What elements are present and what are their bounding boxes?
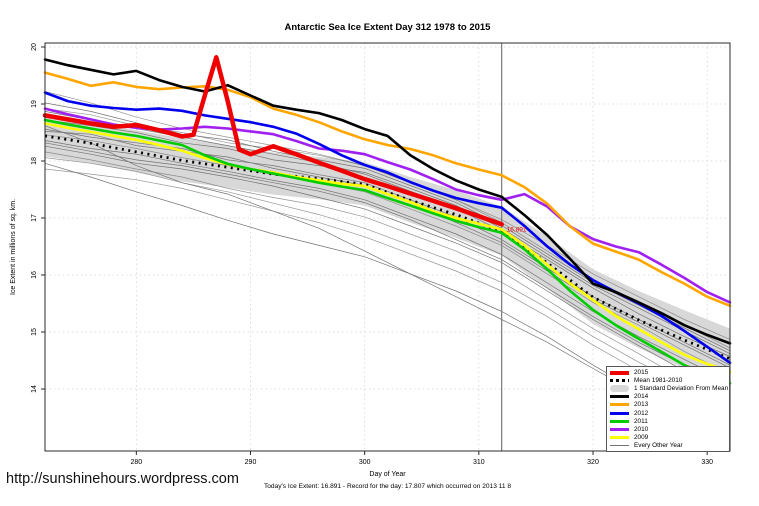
x-axis-tick-label: 280 <box>130 459 142 466</box>
legend-item-2011: 2011 <box>610 418 726 425</box>
x-axis-tick-label: 320 <box>587 459 599 466</box>
y-axis-tick-label: 15 <box>31 328 38 336</box>
background-year-line <box>44 142 731 389</box>
y-axis-tick-label: 20 <box>31 43 38 51</box>
series-2015-line <box>42 55 504 227</box>
legend-swatch-mean-1981-2010 <box>610 379 629 383</box>
legend-swatch-2012 <box>610 411 629 415</box>
background-year-line <box>44 119 731 355</box>
legend-swatch-2011 <box>610 419 629 423</box>
legend-swatch-2009 <box>610 435 629 439</box>
mean-line <box>44 134 731 361</box>
legend-item-2013: 2013 <box>610 401 726 408</box>
y-axis-tick-label: 14 <box>31 385 38 393</box>
background-year-lines <box>44 91 731 438</box>
background-year-line <box>44 151 731 404</box>
legend-label: 2011 <box>634 417 648 425</box>
legend-swatch-2010 <box>610 427 629 431</box>
legend-item-2012: 2012 <box>610 410 726 417</box>
series-2014-line <box>43 58 732 345</box>
stddev-band <box>45 115 730 388</box>
site-url[interactable]: http://sunshinehours.wordpress.com <box>6 471 239 487</box>
legend-swatch-2014 <box>610 395 629 399</box>
legend-swatch-every-other-year <box>610 444 629 446</box>
legend-label: Every Other Year <box>634 441 683 449</box>
x-axis-tick-label: 310 <box>473 459 485 466</box>
legend: 2015 Mean 1981-2010 1 Standard Deviation F… <box>606 366 730 452</box>
legend-item-2014: 2014 <box>610 393 726 400</box>
legend-item-every-other-year: Every Other Year <box>610 442 726 449</box>
legend-label: 1 Standard Deviation From Mean <box>634 385 729 393</box>
x-axis-label: Day of Year <box>369 471 406 478</box>
background-year-line <box>44 91 731 340</box>
y-axis-tick-label: 19 <box>31 100 38 108</box>
legend-item-1-standard-deviation-from-mean: 1 Standard Deviation From Mean <box>610 385 729 393</box>
legend-item-mean-1981-2010: Mean 1981-2010 <box>610 377 726 384</box>
x-axis-tick-label: 290 <box>245 459 257 466</box>
legend-swatch-2013 <box>610 403 629 407</box>
legend-swatch-1-standard-deviation-from-mean <box>610 385 629 393</box>
legend-item-2010: 2010 <box>610 426 726 433</box>
background-year-line <box>44 111 731 357</box>
ice-extent-annotation: 16.891 <box>507 226 527 233</box>
series-2013-line <box>43 71 732 308</box>
y-axis-tick-label: 18 <box>31 157 38 165</box>
background-year-line <box>44 145 731 394</box>
plot-frame <box>44 42 731 452</box>
axis-tick-labels: 280 290 300 310 320 330 14 15 16 17 18 19 20 <box>31 43 713 466</box>
x-axis-tick-label: 300 <box>359 459 371 466</box>
series-2011-line <box>43 118 732 385</box>
legend-label: 2010 <box>634 425 649 433</box>
legend-label: 2009 <box>634 433 649 441</box>
y-axis-title: Ice Extent in millions of sq. km. <box>10 199 17 295</box>
background-year-line <box>44 157 731 409</box>
legend-label: 2015 <box>634 369 649 376</box>
background-year-line <box>44 168 731 417</box>
y-axis-tick-label: 16 <box>31 271 38 279</box>
legend-item-2009: 2009 <box>610 434 726 441</box>
legend-label: 2013 <box>634 401 649 409</box>
y-axis-tick-label: 17 <box>31 214 38 222</box>
legend-label: 2014 <box>634 393 649 401</box>
series-2009-line <box>43 122 732 374</box>
chart-title: Antarctic Sea Ice Extent Day 312 1978 to… <box>284 22 491 33</box>
x-axis-tick-label: 330 <box>701 459 713 466</box>
legend-item-2015: 2015 <box>610 369 726 376</box>
legend-swatch-2015 <box>610 370 629 375</box>
legend-label: 2012 <box>634 409 649 417</box>
background-year-line <box>44 134 731 375</box>
status-line: Today's Ice Extent: 16.891 - Record for … <box>263 483 512 490</box>
legend-label: Mean 1981-2010 <box>634 377 683 385</box>
